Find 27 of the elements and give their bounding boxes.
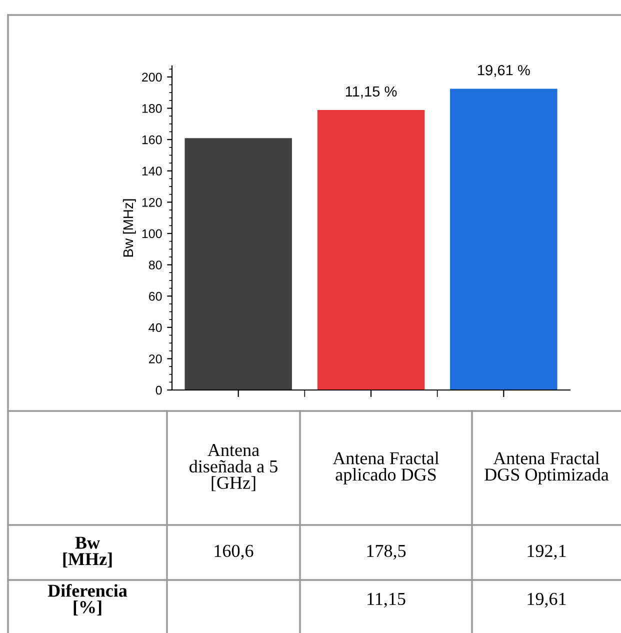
text: 19,61 [528, 592, 566, 608]
x-tick-label: Antena diseñada a 5 [GHz] [190, 444, 278, 492]
bar [184, 138, 292, 390]
y-tick-label: 180 [142, 104, 162, 113]
y-axis-title: Bw [MHz] [122, 199, 136, 257]
y-tick-label: 40 [148, 323, 162, 332]
y-tick-label: 200 [142, 72, 162, 82]
y-tick-label: 140 [142, 166, 162, 176]
y-tick-label: 160 [142, 135, 162, 144]
y-tick-label: 100 [142, 229, 162, 238]
y-tick-label: 120 [142, 198, 162, 207]
y-tick-label: 20 [149, 354, 162, 364]
data-label: 178,5 [367, 544, 406, 560]
bar [317, 110, 425, 390]
text: 11,15 [368, 592, 406, 608]
x-tick-label: Antena Fractal aplicado DGS [332, 452, 440, 484]
data-label: 192,1 [528, 544, 566, 560]
data-label: 160,6 [214, 544, 254, 560]
annotation: 19,61 % [478, 65, 530, 78]
bar [450, 88, 558, 390]
y-tick-label: 80 [148, 260, 162, 270]
annotation: 11,15 % [346, 86, 397, 98]
y-tick-label: 60 [149, 292, 162, 301]
text: Bw [MHz] [63, 536, 112, 568]
x-tick-label: Antena Fractal DGS Optimizada [484, 452, 609, 484]
y-tick-label: 0 [156, 386, 162, 395]
text: Diferencia [%] [48, 584, 128, 616]
